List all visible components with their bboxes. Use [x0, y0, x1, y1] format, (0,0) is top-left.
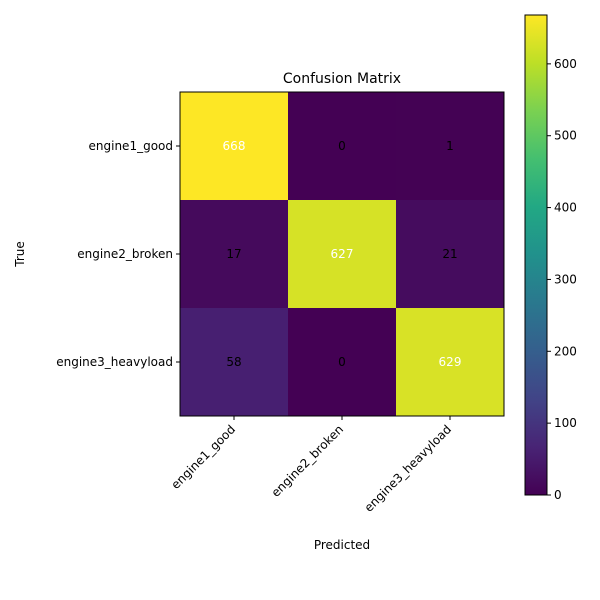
x-axis-title: Predicted [314, 538, 370, 552]
cell-value-label: 668 [223, 139, 246, 153]
heatmap-cell [180, 92, 288, 200]
cell-value-label: 0 [338, 139, 346, 153]
colorbar-tick-label: 100 [554, 416, 577, 430]
x-tick-label: engine2_broken [269, 422, 347, 500]
heatmap-cells [180, 92, 504, 416]
cell-value-label: 0 [338, 355, 346, 369]
colorbar-ticks: 0 100 200 300 400 500 600 [547, 57, 577, 502]
heatmap-cell [288, 200, 396, 308]
colorbar-tick-label: 200 [554, 344, 577, 358]
colorbar-tick-label: 600 [554, 57, 577, 71]
heatmap-cell [288, 308, 396, 416]
y-tick-label: engine3_heavyload [56, 355, 173, 369]
x-tick-label: engine3_heavyload [362, 422, 454, 514]
cell-value-label: 21 [442, 247, 457, 261]
y-tick-label: engine2_broken [77, 247, 173, 261]
y-axis-ticks: engine1_good engine2_broken engine3_heavyl… [56, 139, 180, 369]
heatmap-cell [396, 200, 504, 308]
colorbar-tick-label: 500 [554, 129, 577, 143]
colorbar-tick-label: 400 [554, 201, 577, 215]
y-axis-title: True [13, 241, 27, 268]
cell-value-label: 58 [226, 355, 241, 369]
heatmap-cell [396, 92, 504, 200]
colorbar [524, 14, 548, 496]
heatmap-cell [396, 308, 504, 416]
heatmap-cell [180, 200, 288, 308]
chart-title: Confusion Matrix [283, 71, 401, 87]
heatmap-cell [180, 308, 288, 416]
y-tick-label: engine1_good [89, 139, 173, 153]
x-axis-ticks: engine1_good engine2_broken engine3_heavyl… [168, 416, 454, 515]
cell-value-label: 629 [439, 355, 462, 369]
heatmap-cell-labels: 668 0 1 17 627 21 58 0 629 [223, 139, 462, 369]
cell-value-label: 627 [331, 247, 354, 261]
cell-value-label: 17 [226, 247, 241, 261]
colorbar-tick-label: 300 [554, 272, 577, 286]
colorbar-tick-label: 0 [554, 488, 562, 502]
x-tick-label: engine1_good [168, 422, 238, 492]
heatmap-cell [288, 92, 396, 200]
cell-value-label: 1 [446, 139, 454, 153]
